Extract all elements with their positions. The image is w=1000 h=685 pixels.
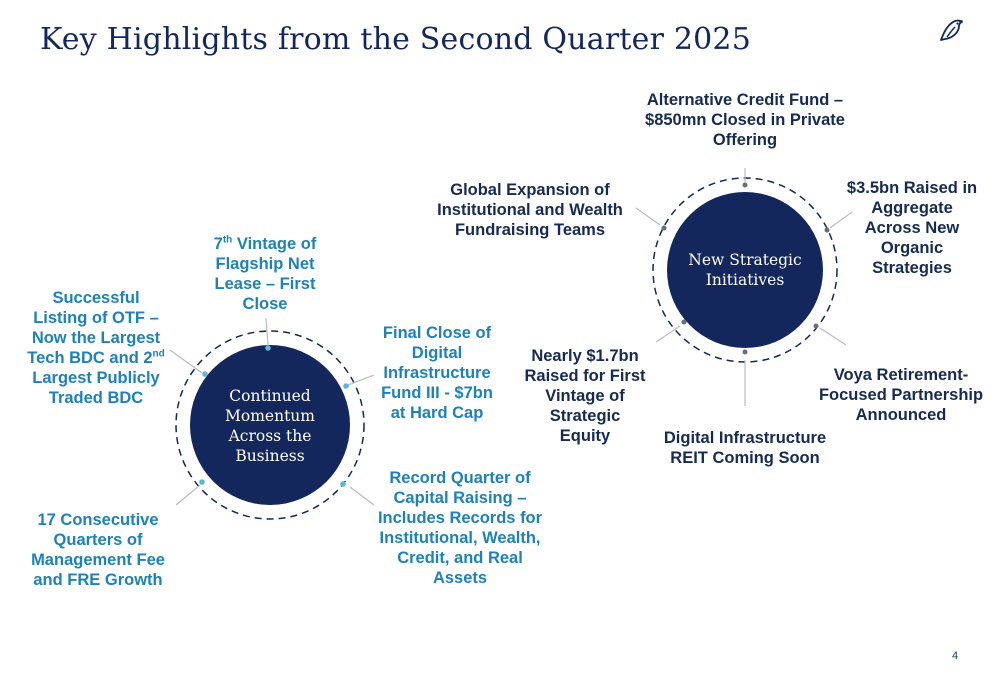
digital-fund-label: Final Close of Digital Infrastructure Fu… xyxy=(366,323,508,423)
vintage-line: 7th Vintage of xyxy=(190,234,340,254)
otf-label: Successful Listing of OTF – Now the Larg… xyxy=(12,288,180,408)
record-quarter-line: Record Quarter of xyxy=(389,469,531,487)
voya-line: Voya Retirement- xyxy=(833,366,969,384)
node-consecutive xyxy=(199,479,205,485)
node-raised-35 xyxy=(824,227,830,233)
record-quarter-line: Credit, and Real xyxy=(397,549,523,567)
nearly-17-line: Nearly $1.7bn xyxy=(531,347,639,365)
record-quarter-line: Assets xyxy=(432,569,488,587)
node-nearly-17 xyxy=(681,319,687,325)
raised-35-line: Aggregate xyxy=(871,199,953,217)
record-quarter-line: Capital Raising – xyxy=(393,489,527,507)
alt-credit-line: $850mn Closed in Private xyxy=(645,111,845,129)
voya-line: Announced xyxy=(855,406,947,424)
vintage-superscript: th xyxy=(222,234,233,246)
alt-credit-label: Alternative Credit Fund – $850mn Closed … xyxy=(620,90,870,150)
page-number: 4 xyxy=(952,650,959,662)
digital-fund-line: Digital xyxy=(411,344,463,362)
raised-35-line: $3.5bn Raised in xyxy=(846,179,978,197)
otf-line: Listing of OTF – xyxy=(33,309,159,327)
otf-superscript: nd xyxy=(152,348,165,360)
vintage-text: Vintage of xyxy=(232,235,317,253)
right-cluster xyxy=(635,168,853,406)
vintage-line: Flagship Net xyxy=(215,255,315,273)
digital-fund-line: at Hard Cap xyxy=(390,404,484,422)
left-center-line: Business xyxy=(235,447,305,465)
left-center-line: Across the xyxy=(228,427,312,445)
node-record-quarter xyxy=(340,481,346,487)
raised-35-line: Strategies xyxy=(872,259,952,277)
node-digital-fund xyxy=(343,383,349,389)
left-center-line: Momentum xyxy=(225,407,315,425)
connector-digital-fund xyxy=(347,374,375,386)
node-global-expansion xyxy=(661,225,667,231)
node-alt-credit xyxy=(742,182,748,188)
otf-line: Largest Publicly xyxy=(32,369,160,387)
left-cluster xyxy=(169,317,375,520)
bird-logo-icon xyxy=(940,19,963,41)
nearly-17-label: Nearly $1.7bn Raised for First Vintage o… xyxy=(510,346,660,446)
vintage-number: 7 xyxy=(213,235,223,253)
digital-reit-line: Digital Infrastructure xyxy=(663,429,827,447)
consecutive-line: Quarters of xyxy=(53,531,143,549)
nearly-17-line: Raised for First xyxy=(524,367,646,385)
digital-fund-line: Final Close of xyxy=(382,324,492,342)
page-title: Key Highlights from the Second Quarter 2… xyxy=(40,22,751,57)
digital-reit-label: Digital Infrastructure REIT Coming Soon xyxy=(635,428,855,468)
consecutive-label: 17 Consecutive Quarters of Management Fe… xyxy=(18,510,178,590)
raised-35-line: Across New xyxy=(864,219,960,237)
right-center-circle xyxy=(667,192,823,348)
otf-line: Traded BDC xyxy=(48,389,144,407)
otf-line: Tech BDC and 2nd xyxy=(12,348,180,368)
raised-35-label: $3.5bn Raised in Aggregate Across New Or… xyxy=(832,178,992,278)
alt-credit-line: Alternative Credit Fund – xyxy=(646,91,844,109)
record-quarter-label: Record Quarter of Capital Raising – Incl… xyxy=(360,468,560,588)
nearly-17-line: Equity xyxy=(559,427,611,445)
connector-otf xyxy=(169,349,203,374)
consecutive-line: and FRE Growth xyxy=(33,571,163,589)
otf-text: Tech BDC and 2 xyxy=(27,349,153,367)
node-otf xyxy=(202,371,208,377)
connector-global-expansion xyxy=(635,207,661,226)
global-expansion-label: Global Expansion of Institutional and We… xyxy=(420,180,640,240)
record-quarter-line: Institutional, Wealth, xyxy=(379,529,541,547)
consecutive-line: Management Fee xyxy=(31,551,165,569)
connector-consecutive xyxy=(175,484,201,506)
left-dashed-ring xyxy=(175,330,365,520)
nearly-17-line: Strategic xyxy=(549,407,621,425)
vintage-label: 7th Vintage of Flagship Net Lease – Firs… xyxy=(190,234,340,314)
digital-reit-line: REIT Coming Soon xyxy=(670,449,820,467)
otf-line: Now the Largest xyxy=(31,329,161,347)
alt-credit-line: Offering xyxy=(712,131,778,149)
left-center-line: Continued xyxy=(229,387,311,405)
node-digital-reit xyxy=(742,349,748,355)
connector-raised-35 xyxy=(829,211,853,229)
global-expansion-line: Global Expansion of xyxy=(450,181,610,199)
node-voya xyxy=(813,323,819,329)
connector-nearly-17 xyxy=(655,325,681,343)
otf-line: Successful xyxy=(52,289,140,307)
vintage-line: Close xyxy=(242,295,288,313)
voya-line: Focused Partnership xyxy=(818,386,984,404)
record-quarter-line: Includes Records for xyxy=(377,509,543,527)
vintage-line: Lease – First xyxy=(214,275,316,293)
global-expansion-line: Fundraising Teams xyxy=(454,221,606,239)
left-center-circle xyxy=(190,345,350,505)
digital-fund-line: Infrastructure xyxy=(383,364,491,382)
raised-35-line: Organic xyxy=(880,239,944,257)
nearly-17-line: Vintage of xyxy=(545,387,625,405)
right-center-line: Initiatives xyxy=(705,271,785,289)
right-center-label: New Strategic Initiatives xyxy=(665,250,825,290)
connector-vintage xyxy=(265,317,269,346)
connector-voya xyxy=(819,327,847,346)
global-expansion-line: Institutional and Wealth xyxy=(437,201,623,219)
node-vintage xyxy=(265,345,271,351)
connector-record-quarter xyxy=(349,486,375,506)
voya-label: Voya Retirement- Focused Partnership Ann… xyxy=(805,365,997,425)
consecutive-line: 17 Consecutive xyxy=(37,511,159,529)
right-center-line: New Strategic xyxy=(688,251,802,269)
digital-fund-line: Fund III - $7bn xyxy=(381,384,493,402)
left-center-label: Continued Momentum Across the Business xyxy=(190,386,350,466)
